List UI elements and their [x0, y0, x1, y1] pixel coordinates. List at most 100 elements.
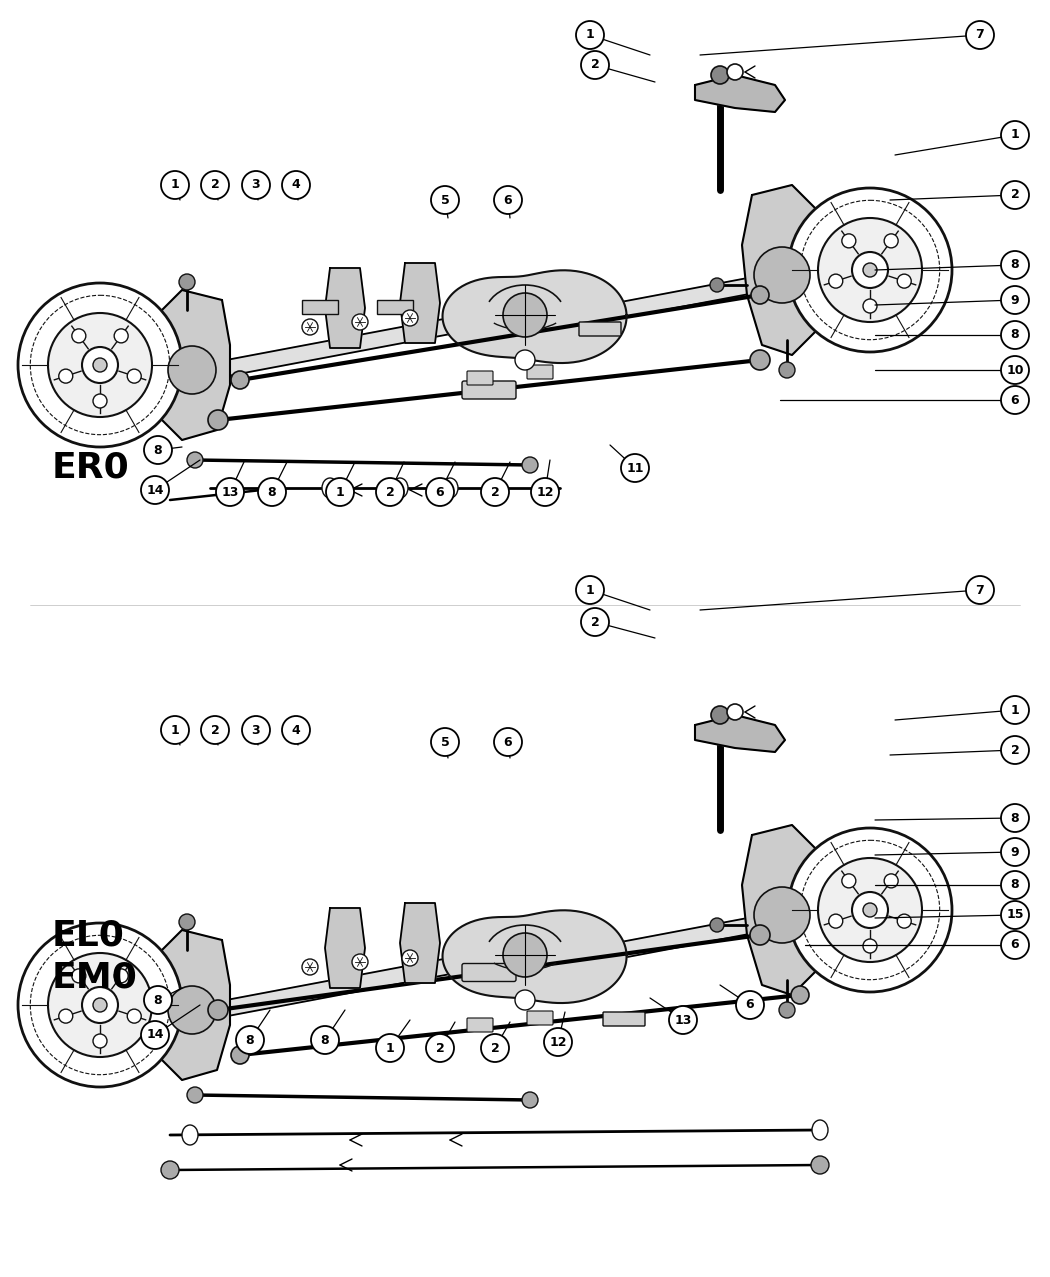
Circle shape — [852, 252, 888, 289]
Circle shape — [863, 939, 877, 953]
Circle shape — [59, 1009, 72, 1023]
Circle shape — [1001, 931, 1029, 959]
Circle shape — [141, 476, 169, 504]
Text: EM0: EM0 — [52, 962, 138, 995]
FancyBboxPatch shape — [377, 300, 413, 314]
Circle shape — [208, 1000, 228, 1020]
Text: 1: 1 — [1010, 704, 1020, 716]
Text: 2: 2 — [490, 1042, 500, 1055]
Circle shape — [326, 478, 354, 506]
Text: 7: 7 — [975, 28, 985, 41]
Circle shape — [71, 969, 86, 983]
Ellipse shape — [442, 478, 458, 498]
Circle shape — [187, 1087, 203, 1103]
Circle shape — [788, 827, 952, 992]
Circle shape — [178, 914, 195, 930]
Text: 8: 8 — [1011, 879, 1020, 891]
Text: 1: 1 — [170, 724, 180, 737]
Circle shape — [727, 704, 743, 720]
Polygon shape — [593, 272, 781, 323]
Circle shape — [114, 969, 128, 983]
Circle shape — [711, 706, 729, 724]
Text: 6: 6 — [1011, 939, 1020, 951]
Text: 6: 6 — [504, 194, 512, 207]
Circle shape — [236, 1025, 264, 1054]
Text: 8: 8 — [1011, 258, 1020, 272]
Circle shape — [503, 292, 547, 337]
Circle shape — [282, 716, 310, 744]
Circle shape — [1001, 805, 1029, 833]
Circle shape — [201, 716, 229, 744]
Circle shape — [430, 186, 459, 215]
Text: 2: 2 — [436, 1042, 444, 1055]
Ellipse shape — [392, 478, 408, 498]
Circle shape — [231, 372, 249, 389]
Text: 8: 8 — [246, 1033, 254, 1046]
Circle shape — [828, 914, 843, 928]
Polygon shape — [400, 903, 440, 983]
Text: 4: 4 — [292, 179, 300, 192]
Circle shape — [161, 171, 189, 199]
Text: 8: 8 — [1011, 328, 1020, 341]
Circle shape — [18, 923, 182, 1087]
Circle shape — [127, 369, 142, 383]
Circle shape — [522, 1092, 538, 1108]
Text: ER0: ER0 — [52, 451, 130, 485]
Circle shape — [82, 987, 118, 1023]
Circle shape — [376, 478, 404, 506]
Circle shape — [852, 893, 888, 928]
Text: 9: 9 — [1011, 294, 1020, 306]
Text: 1: 1 — [385, 1042, 395, 1055]
Text: 2: 2 — [211, 179, 219, 192]
Polygon shape — [152, 290, 230, 441]
FancyBboxPatch shape — [527, 365, 553, 379]
Circle shape — [48, 313, 152, 418]
Text: 1: 1 — [170, 179, 180, 192]
Text: 10: 10 — [1006, 364, 1024, 377]
FancyBboxPatch shape — [527, 1011, 553, 1025]
Circle shape — [144, 435, 172, 464]
Polygon shape — [742, 185, 827, 355]
Text: 8: 8 — [1011, 811, 1020, 825]
Text: 2: 2 — [590, 616, 600, 628]
Circle shape — [884, 234, 898, 248]
Circle shape — [161, 716, 189, 744]
Circle shape — [481, 478, 509, 506]
Circle shape — [828, 275, 843, 289]
Circle shape — [750, 925, 770, 945]
Ellipse shape — [812, 1120, 828, 1140]
Polygon shape — [326, 268, 365, 349]
FancyBboxPatch shape — [603, 1011, 645, 1025]
FancyBboxPatch shape — [302, 300, 338, 314]
Text: 12: 12 — [549, 1036, 567, 1048]
Circle shape — [1001, 356, 1029, 384]
Circle shape — [201, 171, 229, 199]
Polygon shape — [593, 912, 781, 963]
Circle shape — [711, 66, 729, 84]
Circle shape — [161, 1161, 179, 1179]
Text: 8: 8 — [153, 443, 163, 456]
Polygon shape — [695, 75, 785, 112]
Circle shape — [18, 283, 182, 447]
Circle shape — [898, 275, 911, 289]
Circle shape — [751, 286, 769, 304]
Circle shape — [818, 858, 922, 962]
Circle shape — [48, 953, 152, 1057]
Text: 6: 6 — [746, 999, 754, 1011]
Text: 8: 8 — [153, 994, 163, 1006]
Polygon shape — [189, 317, 457, 383]
Circle shape — [791, 986, 808, 1004]
Circle shape — [818, 218, 922, 322]
Circle shape — [621, 455, 649, 481]
Circle shape — [430, 728, 459, 756]
Circle shape — [352, 954, 367, 971]
Circle shape — [966, 20, 994, 49]
Circle shape — [727, 64, 743, 80]
Circle shape — [481, 1034, 509, 1062]
Text: 3: 3 — [252, 179, 260, 192]
Circle shape — [669, 1006, 697, 1034]
Circle shape — [750, 350, 770, 370]
Circle shape — [402, 950, 418, 965]
Circle shape — [710, 278, 724, 292]
Text: 1: 1 — [336, 485, 344, 498]
